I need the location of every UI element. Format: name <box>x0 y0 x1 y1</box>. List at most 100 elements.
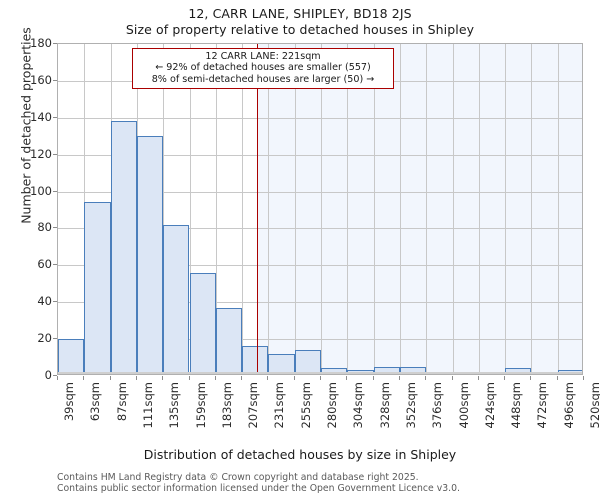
gridline-horizontal <box>58 154 582 156</box>
annotation-line-3: 8% of semi-detached houses are larger (5… <box>151 73 375 85</box>
x-axis-tick-label: 448sqm <box>509 382 524 429</box>
histogram-bar <box>84 202 111 374</box>
y-axis-tick-label: 100 <box>30 183 52 198</box>
annotation-line-1: 12 CARR LANE: 221sqm <box>205 51 321 62</box>
y-axis-tick-mark <box>53 153 57 155</box>
y-axis-tick-mark <box>53 43 57 44</box>
x-axis-tick-label: 280sqm <box>325 382 339 429</box>
y-axis-tick-mark <box>53 375 57 376</box>
x-axis-tick-mark <box>293 376 295 380</box>
x-axis-tick-mark <box>267 376 269 380</box>
histogram-bar <box>110 121 137 374</box>
gridline-vertical <box>373 44 375 374</box>
x-axis-tick-label: 424sqm <box>482 382 497 429</box>
histogram-bar <box>215 307 243 374</box>
annotation-line-2: ← 92% of detached houses are smaller (55… <box>155 62 371 74</box>
histogram-bar <box>242 346 269 374</box>
histogram-bar <box>399 366 427 374</box>
gridline-vertical <box>399 44 401 374</box>
gridline-horizontal <box>58 191 582 193</box>
histogram-bar <box>294 350 321 374</box>
gridline-vertical <box>347 44 349 374</box>
x-axis-tick-mark <box>451 376 453 380</box>
y-axis-tick-label: 0 <box>44 368 52 382</box>
footer-attribution: Contains HM Land Registry data © Crown c… <box>57 472 597 494</box>
gridline-vertical <box>557 44 559 374</box>
y-axis-tick-mark <box>53 79 57 81</box>
y-axis-tick-mark <box>53 116 57 118</box>
gridline-vertical <box>321 44 322 374</box>
x-axis-label: Distribution of detached houses by size … <box>143 447 457 462</box>
plot-area <box>57 43 583 375</box>
histogram-bar <box>189 272 216 374</box>
histogram-bar <box>136 136 164 374</box>
x-axis-tick-mark <box>162 376 164 380</box>
x-axis-tick-label: 472sqm <box>535 382 550 429</box>
y-axis-tick-label: 40 <box>37 294 52 309</box>
x-axis-tick-label: 352sqm <box>403 382 418 429</box>
chart-subtitle: Size of property relative to detached ho… <box>125 22 475 37</box>
y-axis-tick-mark <box>53 227 57 229</box>
x-axis-tick-label: 183sqm <box>219 382 234 429</box>
x-axis-tick-mark <box>346 376 348 380</box>
x-axis-tick-mark <box>214 376 216 380</box>
larger-properties-shading <box>256 44 582 374</box>
x-axis-tick-label: 159sqm <box>193 382 208 429</box>
gridline-vertical <box>531 44 533 374</box>
histogram-bar <box>321 368 348 374</box>
x-axis-tick-label: 87sqm <box>114 382 129 422</box>
x-axis-tick-mark <box>188 376 190 380</box>
x-axis-tick-label: 304sqm <box>351 382 366 429</box>
footer-line-2: Contains public sector information licen… <box>57 483 460 494</box>
x-axis-tick-mark <box>530 376 532 380</box>
x-axis-tick-label: 39sqm <box>62 382 76 422</box>
footer-line-1: Contains HM Land Registry data © Crown c… <box>57 472 419 483</box>
gridline-horizontal <box>58 117 582 119</box>
gridline-horizontal <box>58 265 582 267</box>
gridline-vertical <box>215 44 217 374</box>
x-axis-tick-mark <box>372 376 374 380</box>
x-axis-tick-mark <box>109 376 111 380</box>
y-axis-tick-label: 160 <box>30 72 52 87</box>
page-title: 12, CARR LANE, SHIPLEY, BD18 2JS <box>188 6 412 21</box>
gridline-vertical <box>163 44 165 374</box>
y-axis-tick-label: 60 <box>37 257 52 272</box>
x-axis-tick-mark <box>504 376 506 380</box>
x-axis-tick-mark <box>57 376 58 380</box>
x-axis-baseline <box>58 372 582 374</box>
histogram-bar <box>163 224 190 374</box>
x-axis-tick-mark <box>477 376 479 380</box>
histogram-bar <box>58 338 85 374</box>
x-axis-tick-mark <box>241 376 243 380</box>
property-annotation: 12 CARR LANE: 221sqm ← 92% of detached h… <box>132 48 394 90</box>
y-axis-tick-label: 80 <box>37 220 52 235</box>
gridline-horizontal <box>58 228 582 230</box>
y-axis-tick-mark <box>53 264 57 266</box>
y-axis-tick-mark <box>53 338 57 340</box>
histogram-bar <box>373 366 400 374</box>
x-axis-tick-mark <box>320 376 321 380</box>
y-axis-tick-mark <box>53 301 57 303</box>
y-axis-tick-label: 180 <box>30 36 52 50</box>
x-axis-tick-mark <box>583 376 584 380</box>
histogram-bar <box>268 353 295 374</box>
x-axis-tick-label: 520sqm <box>588 382 600 429</box>
gridline-vertical <box>189 44 191 374</box>
y-axis-tick-label: 20 <box>37 331 52 346</box>
gridline-vertical <box>268 44 270 374</box>
y-axis-tick-mark <box>53 190 57 192</box>
gridline-vertical <box>426 44 428 374</box>
x-axis-tick-label: 255sqm <box>298 382 313 429</box>
histogram-bar <box>505 368 532 374</box>
x-axis-tick-mark <box>398 376 400 380</box>
x-axis-tick-mark <box>556 376 558 380</box>
x-axis-tick-label: 376sqm <box>430 382 445 429</box>
gridline-vertical <box>242 44 244 374</box>
gridline-vertical <box>478 44 480 374</box>
x-axis-tick-label: 231sqm <box>272 382 287 429</box>
x-axis-tick-label: 400sqm <box>456 382 471 429</box>
gridline-vertical <box>505 44 507 374</box>
gridline-vertical <box>452 44 454 374</box>
x-axis-tick-mark <box>135 376 137 380</box>
